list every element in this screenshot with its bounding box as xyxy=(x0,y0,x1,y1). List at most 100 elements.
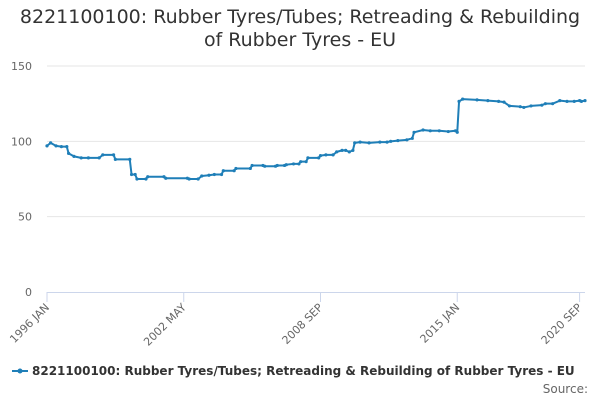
data-point[interactable] xyxy=(318,154,323,158)
y-tick-label: 150 xyxy=(11,60,32,73)
chart-title-line-2: of Rubber Tyres - EU xyxy=(203,29,397,51)
data-point[interactable] xyxy=(248,166,252,171)
data-point[interactable] xyxy=(196,177,200,181)
data-point[interactable] xyxy=(572,99,576,104)
data-point[interactable] xyxy=(389,139,393,143)
data-point[interactable] xyxy=(221,169,225,173)
data-point[interactable] xyxy=(351,148,355,152)
data-point[interactable] xyxy=(335,150,339,154)
data-point[interactable] xyxy=(518,105,522,109)
data-point[interactable] xyxy=(522,105,526,110)
data-point[interactable] xyxy=(455,130,459,134)
data-point[interactable] xyxy=(129,172,134,177)
x-tick-label: 2008 SEP xyxy=(280,301,326,347)
data-point[interactable] xyxy=(558,99,562,103)
data-point[interactable] xyxy=(529,104,533,108)
data-point[interactable] xyxy=(579,99,584,104)
x-tick-label: 2015 JAN xyxy=(418,301,463,346)
axes: 0 50 100 150 1996 JAN 2002 MAY 2008 SEP 2015 JA… xyxy=(7,60,585,349)
data-point[interactable] xyxy=(304,160,308,164)
data-point[interactable] xyxy=(502,100,506,104)
data-point[interactable] xyxy=(65,145,69,149)
data-point[interactable] xyxy=(317,156,321,160)
data-point[interactable] xyxy=(543,102,548,106)
data-point[interactable] xyxy=(299,160,303,164)
data-point[interactable] xyxy=(358,140,362,144)
data-point[interactable] xyxy=(45,144,49,148)
data-point[interactable] xyxy=(306,156,310,160)
data-point[interactable] xyxy=(135,177,139,181)
data-point[interactable] xyxy=(396,138,400,143)
data-point[interactable] xyxy=(101,153,105,157)
data-point[interactable] xyxy=(111,153,116,157)
data-point[interactable] xyxy=(113,157,117,162)
data-point[interactable] xyxy=(428,129,432,133)
chart-title-line-1: 8221100100: Rubber Tyres/Tubes; Retreadi… xyxy=(19,6,581,28)
data-point[interactable] xyxy=(412,130,416,134)
data-point[interactable] xyxy=(128,157,132,162)
data-point[interactable] xyxy=(291,162,296,166)
data-point[interactable] xyxy=(437,129,441,133)
data-point[interactable] xyxy=(340,148,344,152)
series-line[interactable] xyxy=(46,98,586,180)
data-point[interactable] xyxy=(187,177,191,181)
data-point[interactable] xyxy=(49,141,53,145)
data-point[interactable] xyxy=(497,99,501,104)
x-tick-label: 1996 JAN xyxy=(7,301,52,346)
data-point[interactable] xyxy=(486,99,490,103)
data-point[interactable] xyxy=(86,156,90,160)
data-point[interactable] xyxy=(461,97,465,101)
data-point[interactable] xyxy=(410,136,414,140)
data-point[interactable] xyxy=(347,150,351,154)
data-point[interactable] xyxy=(144,177,148,181)
data-point[interactable] xyxy=(565,99,569,104)
data-point[interactable] xyxy=(250,163,254,168)
data-point[interactable] xyxy=(164,176,168,180)
y-tick-label: 50 xyxy=(18,211,32,224)
data-point[interactable] xyxy=(207,173,211,177)
data-point[interactable] xyxy=(551,102,555,106)
data-point[interactable] xyxy=(540,103,544,107)
data-point[interactable] xyxy=(367,141,371,145)
data-point[interactable] xyxy=(385,140,389,144)
chart-title: 8221100100: Rubber Tyres/Tubes; Retreadi… xyxy=(0,6,600,52)
data-point[interactable] xyxy=(324,153,328,157)
data-point[interactable] xyxy=(219,172,224,177)
data-point[interactable] xyxy=(72,154,76,158)
data-point[interactable] xyxy=(353,141,357,145)
data-point[interactable] xyxy=(475,98,479,102)
data-point[interactable] xyxy=(421,128,425,132)
data-point[interactable] xyxy=(275,163,279,168)
legend-series-label[interactable]: 8221100100: Rubber Tyres/Tubes; Retreadi… xyxy=(32,364,575,378)
data-point[interactable] xyxy=(297,162,301,166)
data-point[interactable] xyxy=(263,164,267,168)
data-point[interactable] xyxy=(234,166,238,171)
data-point[interactable] xyxy=(344,148,348,152)
legend[interactable]: 8221100100: Rubber Tyres/Tubes; Retreadi… xyxy=(12,364,575,378)
data-point[interactable] xyxy=(66,151,71,155)
data-point[interactable] xyxy=(133,172,137,177)
y-tick-label: 0 xyxy=(25,286,32,299)
data-point[interactable] xyxy=(507,104,512,108)
data-point[interactable] xyxy=(284,163,288,167)
legend-series-marker-icon xyxy=(17,368,23,374)
data-point[interactable] xyxy=(405,138,409,142)
grid-lines xyxy=(47,65,585,218)
data-point[interactable] xyxy=(212,172,216,177)
data-point[interactable] xyxy=(97,156,101,160)
data-point[interactable] xyxy=(232,169,236,173)
data-point[interactable] xyxy=(146,175,150,179)
data-point[interactable] xyxy=(59,145,63,149)
data-point[interactable] xyxy=(446,129,450,134)
x-tick-label: 2002 MAY xyxy=(141,301,189,349)
data-point[interactable] xyxy=(79,156,83,160)
data-point[interactable] xyxy=(378,140,382,144)
series-layer[interactable] xyxy=(45,97,587,181)
data-point[interactable] xyxy=(457,99,461,104)
data-point[interactable] xyxy=(331,153,335,157)
data-point[interactable] xyxy=(583,99,587,103)
credits-source[interactable]: Source: xyxy=(543,382,588,396)
data-point[interactable] xyxy=(200,174,204,178)
data-point[interactable] xyxy=(54,144,58,148)
